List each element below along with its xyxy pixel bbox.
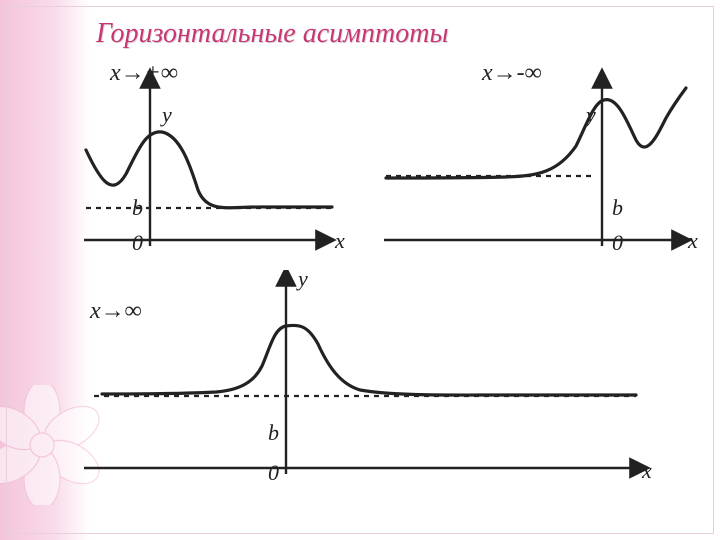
top-right-y-label: y: [586, 102, 596, 128]
bottom-origin-label: 0: [268, 460, 279, 486]
top-right-svg: [380, 60, 700, 260]
bottom-svg: [80, 270, 670, 510]
top-right-curve: [386, 88, 686, 178]
top-right-x-label: x: [688, 228, 698, 254]
top-right-b-label: b: [612, 195, 623, 221]
bottom-x-label: x: [642, 458, 652, 484]
chart-bottom: x→∞yxb0: [80, 270, 670, 510]
top-left-origin-label: 0: [132, 230, 143, 256]
top-left-y-label: y: [162, 102, 172, 128]
top-left-x-label: x: [335, 228, 345, 254]
bottom-caption: x→∞: [90, 298, 142, 325]
bottom-y-label: y: [298, 266, 308, 292]
chart-top-left: x→+∞ y x b 0: [80, 60, 350, 260]
top-left-svg: [80, 60, 350, 260]
chart-top-right: x→-∞ y x b 0: [380, 60, 700, 260]
top-left-b-label: b: [132, 195, 143, 221]
page-title: Горизонтальные асимптоты: [96, 18, 448, 50]
top-left-curve: [86, 132, 332, 208]
top-right-origin-label: 0: [612, 230, 623, 256]
bottom-curve: [102, 325, 636, 395]
top-left-caption: x→+∞: [110, 60, 178, 87]
bottom-b-label: b: [268, 420, 279, 446]
top-right-caption: x→-∞: [482, 60, 542, 87]
